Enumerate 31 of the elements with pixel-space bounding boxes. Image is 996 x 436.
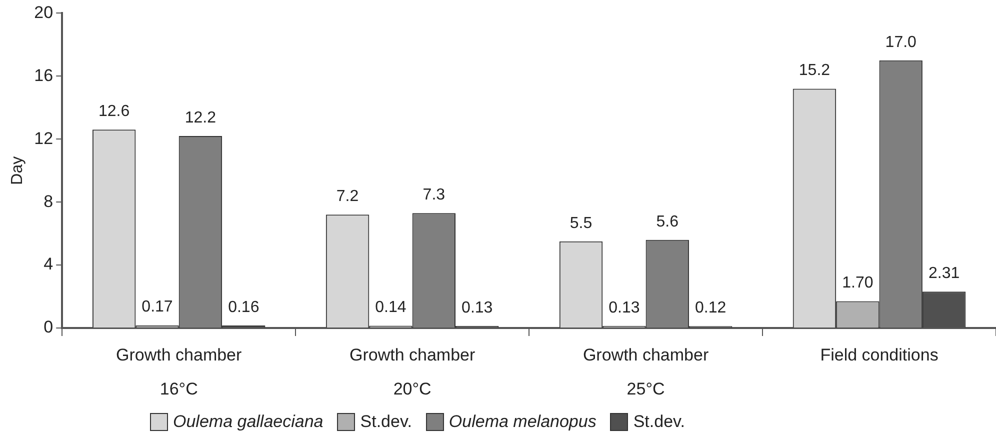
data-label: 0.14 xyxy=(375,299,406,316)
data-label: 12.2 xyxy=(184,109,216,126)
data-label: 0.13 xyxy=(462,299,493,316)
y-tick-label: 4 xyxy=(44,254,54,274)
legend-label: Oulema melanopus xyxy=(448,412,596,432)
data-label: 15.2 xyxy=(798,62,830,80)
data-label: 7.2 xyxy=(336,188,359,206)
x-tick-label: Field conditions xyxy=(820,346,938,365)
data-label: 0.16 xyxy=(228,298,260,316)
y-tick-label: 0 xyxy=(44,318,54,337)
data-label: 12.6 xyxy=(98,103,130,120)
y-tick-label: 20 xyxy=(34,2,54,22)
data-label: 17.0 xyxy=(885,34,917,51)
data-label: 0.17 xyxy=(142,298,173,316)
x-tick-label: Growth chamber 20°C xyxy=(349,346,476,399)
y-tick-label: 12 xyxy=(34,128,54,148)
data-label: 2.31 xyxy=(928,265,960,282)
y-axis-title: Day xyxy=(9,156,26,185)
legend-label: St.dev. xyxy=(633,412,685,432)
data-label: 1.70 xyxy=(842,274,874,292)
data-label: 5.5 xyxy=(570,214,592,232)
x-tick-label: Growth chamber 25°C xyxy=(582,346,709,399)
y-tick-label: 8 xyxy=(44,192,54,211)
legend-label: Oulema gallaeciana xyxy=(173,412,324,432)
y-tick-label: 16 xyxy=(34,66,54,85)
data-label: 7.3 xyxy=(422,186,446,204)
x-tick-label: Growth chamber 16°C xyxy=(116,346,242,399)
legend-label: St.dev. xyxy=(360,412,412,432)
data-label: 0.12 xyxy=(695,300,726,317)
data-label: 5.6 xyxy=(656,213,679,230)
data-label: 0.13 xyxy=(608,299,640,316)
